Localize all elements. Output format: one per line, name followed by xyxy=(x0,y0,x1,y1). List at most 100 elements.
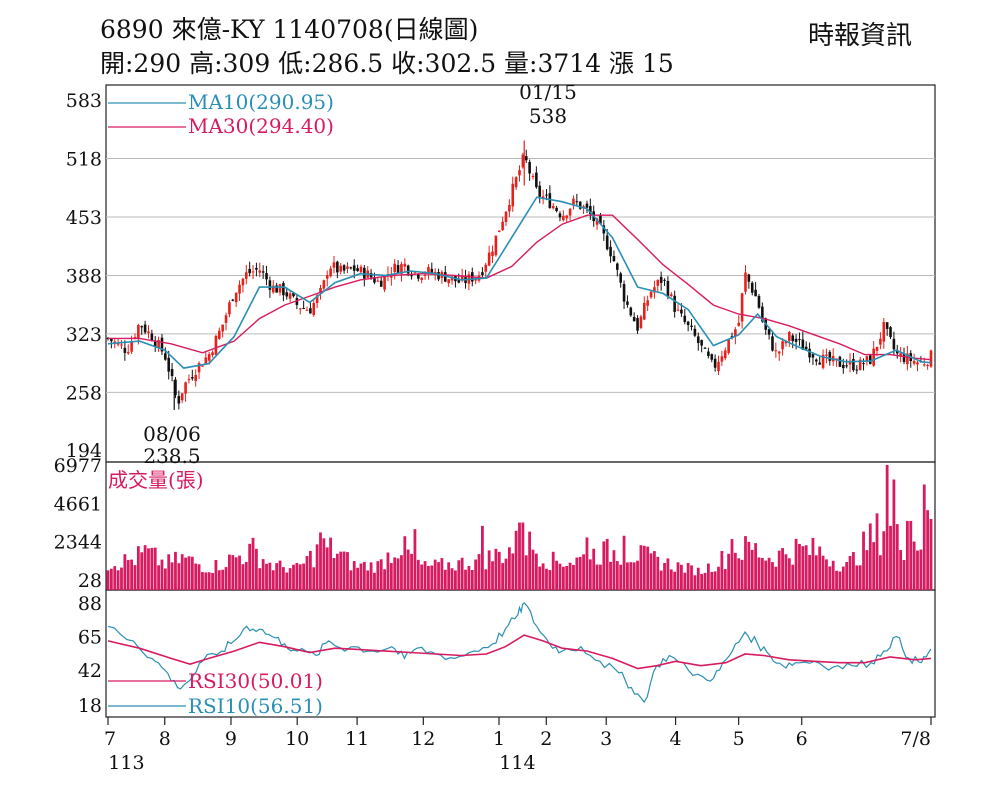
rsi10-line xyxy=(107,602,932,704)
price-legend: MA10(290.95) MA30(294.40) xyxy=(108,90,334,138)
candle-body xyxy=(231,299,235,301)
volume-bar xyxy=(892,479,896,590)
price-tick-label: 194 xyxy=(66,440,102,462)
volume-bar xyxy=(852,552,855,590)
rsi30-legend-label: RSI30(50.01) xyxy=(188,669,323,693)
x-tick-label: 4 xyxy=(670,728,682,750)
candle-body xyxy=(204,357,208,364)
candle-body xyxy=(811,354,815,358)
candle-body xyxy=(241,278,245,286)
candle-body xyxy=(309,308,312,314)
candle-body xyxy=(541,196,545,199)
candle-body xyxy=(605,235,609,250)
candle-body xyxy=(160,337,164,352)
candle-body xyxy=(329,268,332,277)
volume-bar xyxy=(271,570,275,590)
volume-bar xyxy=(376,561,380,590)
volume-bar xyxy=(565,566,569,590)
volume-bar xyxy=(737,558,741,590)
volume-bar xyxy=(808,555,811,590)
volume-bar xyxy=(626,562,629,590)
volume-bar xyxy=(346,552,349,590)
candle-body xyxy=(798,339,801,341)
candle-body xyxy=(761,306,764,322)
ohlc-summary: 開:290 高:309 低:286.5 收:302.5 量:3714 漲 15 xyxy=(100,49,674,78)
volume-bar xyxy=(514,530,518,590)
candle-body xyxy=(545,194,548,196)
volume-bar xyxy=(430,565,434,590)
volume-bar xyxy=(599,564,602,590)
volume-bar xyxy=(248,543,252,590)
candle-body xyxy=(649,291,653,298)
candle-body xyxy=(150,333,154,341)
candle-body xyxy=(342,265,346,271)
x-tick-label: 2 xyxy=(540,728,552,750)
candle-body xyxy=(531,176,535,178)
volume-bar xyxy=(265,563,268,590)
rsi-tick-label: 18 xyxy=(78,695,102,717)
volume-bar xyxy=(646,546,650,590)
volume-bar xyxy=(241,564,245,590)
volume-bar xyxy=(885,465,889,590)
candle-body xyxy=(609,246,612,257)
volume-bar xyxy=(386,552,390,590)
candle-body xyxy=(808,348,811,358)
candle-body xyxy=(167,357,171,372)
volume-bar xyxy=(460,557,464,590)
candle-body xyxy=(396,265,400,273)
volume-bar xyxy=(649,553,653,590)
volume-tick-label: 4661 xyxy=(54,493,102,515)
candle-body xyxy=(238,284,241,294)
volume-bar xyxy=(403,536,407,590)
candle-body xyxy=(417,274,420,279)
candle-body xyxy=(895,351,899,354)
candle-body xyxy=(892,338,896,350)
x-tick-label: 3 xyxy=(600,728,612,750)
candle-body xyxy=(285,292,289,297)
candle-body xyxy=(548,193,552,208)
volume-bar xyxy=(595,564,599,590)
candle-body xyxy=(916,362,919,365)
candle-body xyxy=(801,339,805,350)
volume-bar xyxy=(551,551,555,590)
volume-bar xyxy=(413,529,417,590)
candle-body xyxy=(727,339,730,353)
candle-body xyxy=(572,198,575,206)
volume-bar xyxy=(319,532,322,590)
volume-bar xyxy=(777,550,781,590)
candle-body xyxy=(683,315,687,322)
volume-bar xyxy=(723,569,727,590)
candle-body xyxy=(899,353,902,357)
volume-bar xyxy=(696,567,700,590)
volume-bar xyxy=(632,562,636,590)
candle-body xyxy=(602,225,606,234)
volume-bar xyxy=(207,572,211,590)
volume-bar xyxy=(622,535,626,590)
volume-bar xyxy=(204,572,208,590)
candle-body xyxy=(578,201,582,209)
candle-body xyxy=(521,154,525,168)
volume-bar xyxy=(730,539,734,590)
candle-body xyxy=(713,358,717,368)
candle-body xyxy=(214,335,218,355)
candle-body xyxy=(282,283,285,296)
volume-bar xyxy=(244,561,248,590)
rsi-tick-label: 42 xyxy=(78,660,102,682)
low-date-label: 08/06 xyxy=(143,422,201,446)
volume-bar xyxy=(659,570,663,590)
volume-bar xyxy=(811,537,815,590)
volume-bar xyxy=(184,557,187,590)
volume-bar xyxy=(416,559,420,590)
candle-body xyxy=(420,277,423,280)
candle-body xyxy=(565,215,569,219)
candle-body xyxy=(707,351,710,357)
volume-bar xyxy=(717,566,720,590)
candle-body xyxy=(872,348,875,366)
price-tick-label: 518 xyxy=(66,148,102,170)
price-tick-label: 323 xyxy=(66,324,102,346)
volume-bar xyxy=(757,557,761,590)
candle-body xyxy=(113,341,117,343)
candle-body xyxy=(292,292,295,297)
candle-body xyxy=(305,309,309,311)
rsi-legend: RSI30(50.01) RSI10(56.51) xyxy=(108,669,323,718)
